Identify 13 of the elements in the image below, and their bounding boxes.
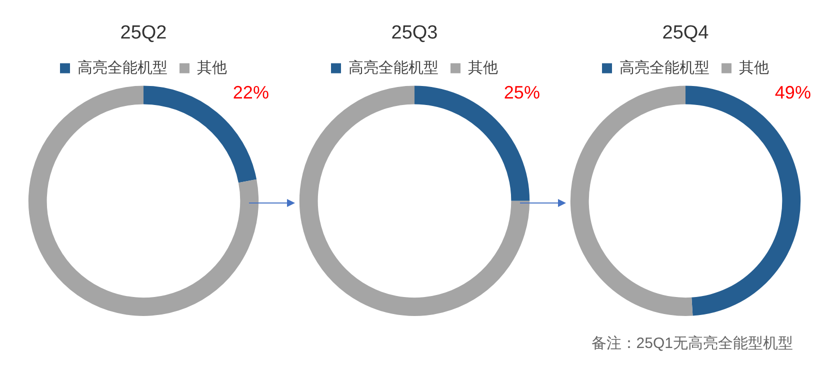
legend-label: 其他 <box>468 59 498 76</box>
legend-label: 高亮全能机型 <box>78 59 168 76</box>
chart-title: 25Q4 <box>662 22 710 44</box>
data-label: 22% <box>232 82 269 102</box>
legend-label: 高亮全能机型 <box>348 59 438 76</box>
legend-label: 其他 <box>739 59 769 76</box>
data-label: 49% <box>774 82 811 102</box>
data-label: 25% <box>504 82 540 102</box>
legend-label: 其他 <box>197 59 227 76</box>
legend-label: 高亮全能机型 <box>620 59 710 76</box>
chart-title: 25Q3 <box>391 22 438 44</box>
chart-title: 25Q2 <box>120 22 167 44</box>
text: 备注：25Q1无高亮全能型机型 <box>591 334 793 353</box>
